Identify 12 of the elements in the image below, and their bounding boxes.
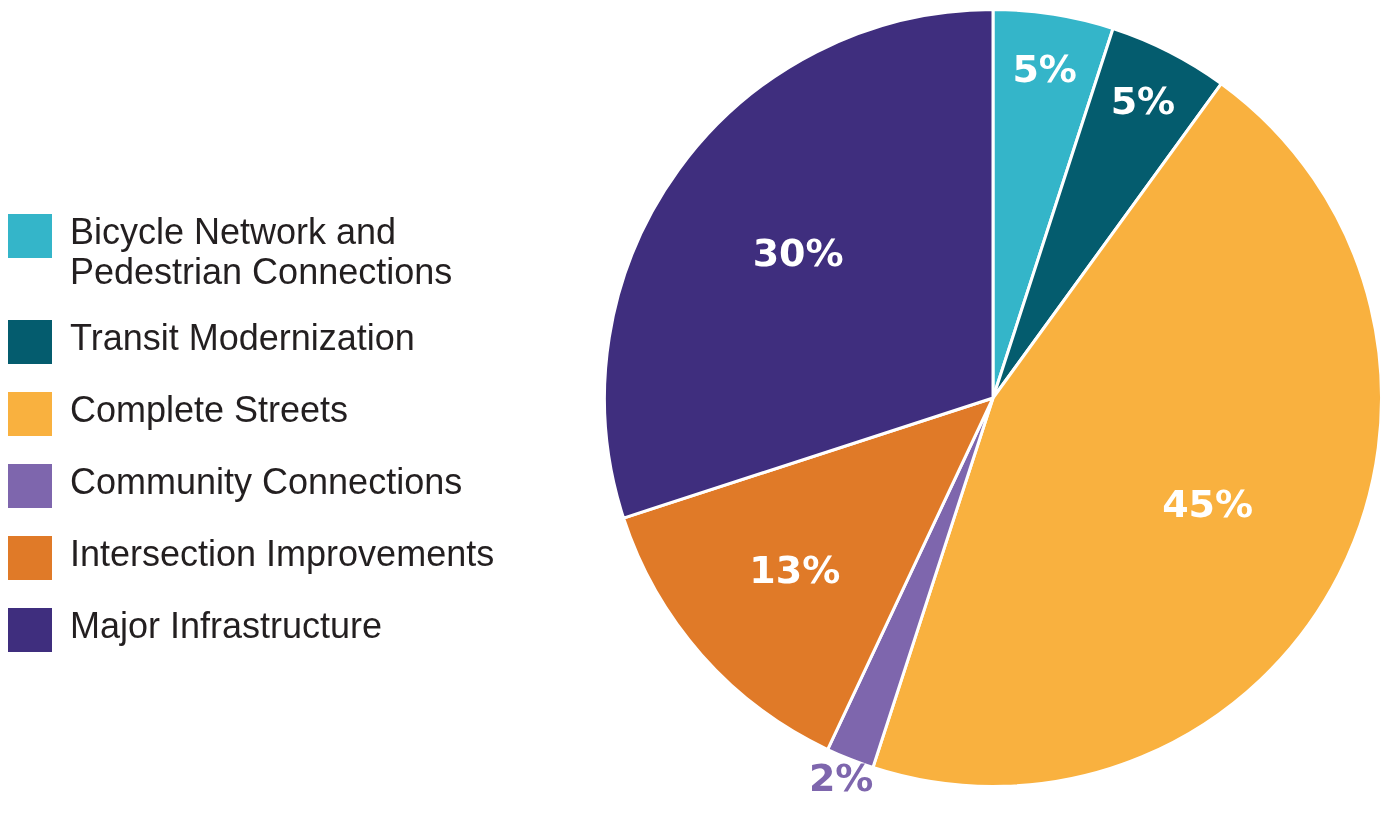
data-label: 13% [749, 547, 841, 592]
legend-label: Major Infrastructure [70, 605, 383, 646]
legend-label: Intersection Improvements [70, 533, 495, 574]
data-label: 5% [1012, 46, 1077, 91]
data-label: 5% [1110, 78, 1176, 123]
data-label: 45% [1162, 482, 1254, 527]
legend-label: Transit Modernization [70, 317, 415, 358]
data-label: 2% [808, 756, 874, 801]
legend-label: Complete Streets [70, 389, 349, 430]
data-label: 30% [752, 231, 844, 276]
legend-label: Community Connections [70, 461, 463, 502]
legend-label: Bicycle Network and Pedestrian Connections [70, 211, 454, 292]
